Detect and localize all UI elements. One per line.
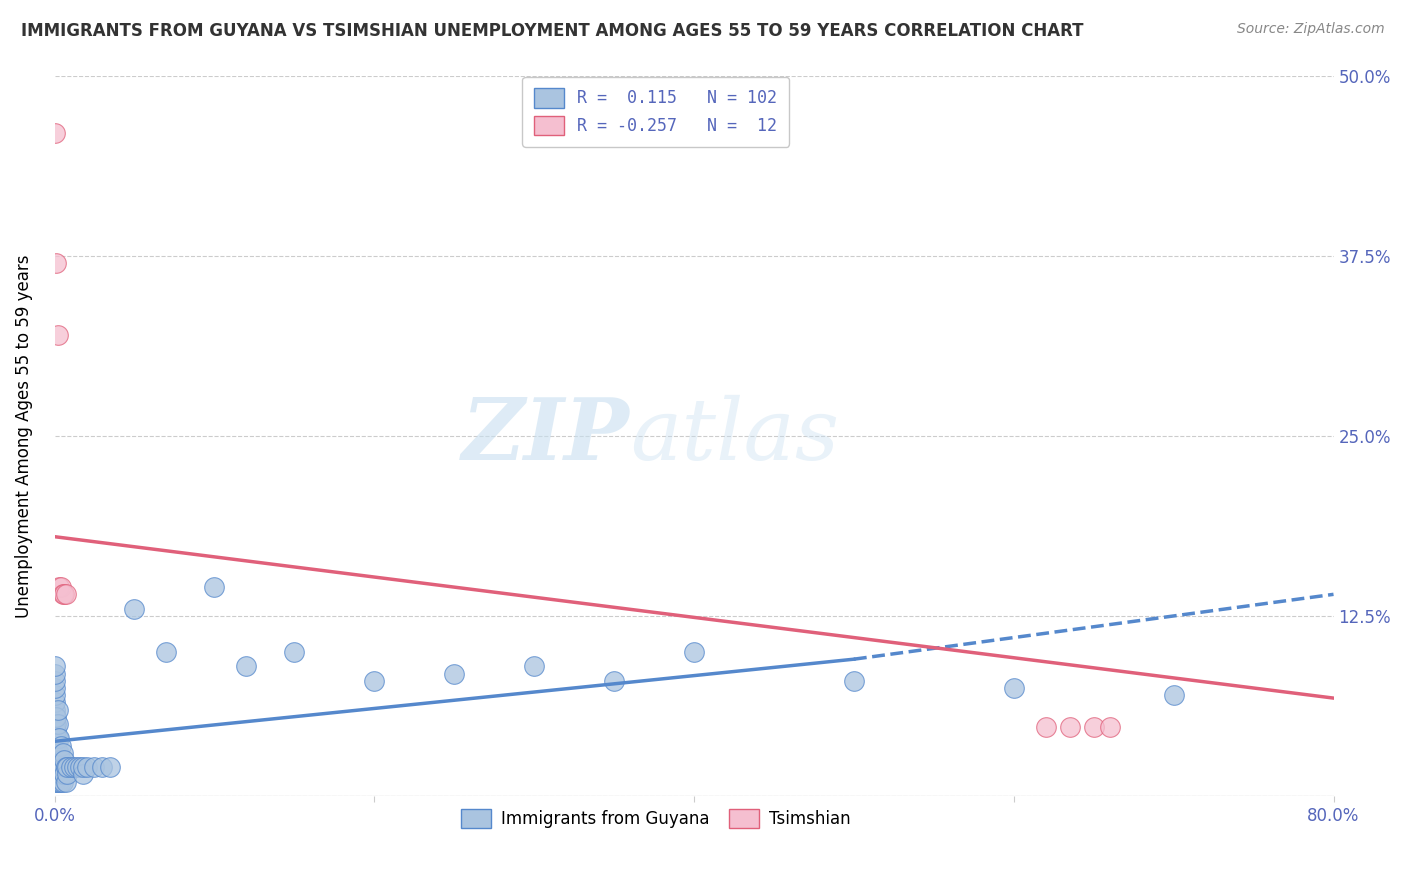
Y-axis label: Unemployment Among Ages 55 to 59 years: Unemployment Among Ages 55 to 59 years: [15, 254, 32, 617]
Point: [44, 739, 66, 753]
Point: [45, 710, 67, 724]
Point: [44, 659, 66, 673]
Point: [83, 760, 105, 774]
Point: [44, 703, 66, 717]
Point: [48, 767, 70, 781]
Point: [202, 580, 225, 594]
Point: [51, 587, 73, 601]
Point: [235, 659, 257, 673]
Point: [1059, 720, 1081, 734]
Point: [842, 673, 865, 688]
Point: [603, 673, 626, 688]
Point: [45, 256, 67, 270]
Point: [1098, 720, 1121, 734]
Text: ZIP: ZIP: [463, 394, 630, 477]
Point: [45, 739, 67, 753]
Point: [59, 760, 82, 774]
Point: [51, 774, 73, 789]
Point: [72, 760, 94, 774]
Point: [44, 688, 66, 702]
Point: [56, 760, 79, 774]
Point: [44, 763, 66, 777]
Point: [53, 753, 76, 767]
Point: [91, 760, 114, 774]
Point: [48, 580, 70, 594]
Point: [44, 717, 66, 731]
Point: [1163, 688, 1185, 702]
Point: [44, 760, 66, 774]
Point: [45, 753, 67, 767]
Point: [46, 760, 69, 774]
Point: [44, 767, 66, 781]
Point: [44, 757, 66, 772]
Point: [69, 760, 91, 774]
Point: [44, 746, 66, 760]
Point: [44, 753, 66, 767]
Point: [1083, 720, 1105, 734]
Point: [55, 774, 77, 789]
Point: [48, 753, 70, 767]
Point: [46, 717, 69, 731]
Point: [1002, 681, 1025, 695]
Point: [44, 681, 66, 695]
Point: [44, 772, 66, 786]
Point: [48, 774, 70, 789]
Text: Source: ZipAtlas.com: Source: ZipAtlas.com: [1237, 22, 1385, 37]
Point: [155, 645, 177, 659]
Point: [51, 760, 73, 774]
Point: [62, 760, 84, 774]
Point: [45, 731, 67, 746]
Point: [46, 746, 69, 760]
Point: [46, 731, 69, 746]
Point: [49, 753, 72, 767]
Point: [45, 760, 67, 774]
Point: [49, 580, 72, 594]
Point: [46, 774, 69, 789]
Point: [49, 774, 72, 789]
Point: [44, 673, 66, 688]
Point: [1035, 720, 1057, 734]
Point: [46, 753, 69, 767]
Point: [44, 710, 66, 724]
Point: [55, 760, 77, 774]
Point: [443, 666, 465, 681]
Point: [55, 587, 77, 601]
Point: [53, 767, 76, 781]
Point: [363, 673, 385, 688]
Point: [124, 601, 146, 615]
Point: [45, 746, 67, 760]
Point: [45, 724, 67, 739]
Point: [44, 731, 66, 746]
Point: [44, 724, 66, 739]
Point: [523, 659, 546, 673]
Point: [46, 327, 69, 342]
Point: [44, 126, 66, 140]
Point: [53, 587, 76, 601]
Legend: Immigrants from Guyana, Tsimshian: Immigrants from Guyana, Tsimshian: [454, 802, 858, 835]
Point: [66, 760, 89, 774]
Point: [45, 767, 67, 781]
Point: [48, 760, 70, 774]
Point: [44, 695, 66, 709]
Point: [48, 746, 70, 760]
Point: [45, 774, 67, 789]
Point: [45, 717, 67, 731]
Text: IMMIGRANTS FROM GUYANA VS TSIMSHIAN UNEMPLOYMENT AMONG AGES 55 TO 59 YEARS CORRE: IMMIGRANTS FROM GUYANA VS TSIMSHIAN UNEM…: [21, 22, 1084, 40]
Point: [76, 760, 98, 774]
Point: [283, 645, 305, 659]
Point: [49, 739, 72, 753]
Point: [44, 774, 66, 789]
Point: [56, 767, 79, 781]
Text: atlas: atlas: [630, 394, 839, 477]
Point: [49, 767, 72, 781]
Point: [46, 767, 69, 781]
Point: [683, 645, 706, 659]
Point: [72, 767, 94, 781]
Point: [51, 746, 73, 760]
Point: [100, 760, 122, 774]
Point: [46, 703, 69, 717]
Point: [48, 731, 70, 746]
Point: [44, 666, 66, 681]
